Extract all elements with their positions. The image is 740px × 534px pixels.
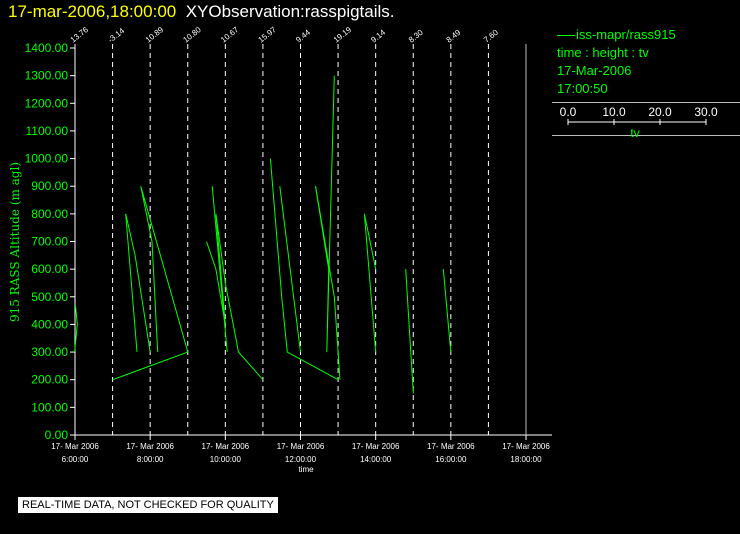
- y-tick-label: 900.00: [31, 179, 68, 193]
- profile-value-label: 10.67: [219, 25, 241, 45]
- profile-value-label: 13.76: [69, 25, 91, 45]
- profile-value-label: 8.30: [407, 28, 425, 45]
- series-line-segment: [279, 186, 301, 353]
- y-tick-label: 1100.00: [26, 124, 69, 138]
- legend-color-scale: 0.0 10.0 20.0 30.0 tv: [560, 105, 718, 139]
- profile-value-label: 7.60: [482, 28, 500, 45]
- series-line-segment: [363, 213, 377, 270]
- x-tick-time: 12:00:00: [285, 455, 317, 464]
- series-line-segment: [442, 269, 452, 353]
- series-line-segment: [363, 213, 377, 353]
- series-lines: [74, 75, 452, 394]
- legend-fields: time : height : tv: [557, 45, 649, 60]
- profile-gridlines: [74, 44, 527, 435]
- y-tick-label: 300.00: [31, 345, 68, 359]
- profile-value-label: 9.44: [294, 28, 312, 45]
- legend-scale-tick-label: 20.0: [648, 105, 672, 119]
- x-tick-date: 17- Mar 2006: [277, 442, 325, 451]
- y-tick-label: 1400.00: [25, 41, 69, 55]
- legend-divider-bottom: [552, 135, 740, 136]
- legend-scale-label: tv: [630, 126, 639, 139]
- y-tick-label: 400.00: [31, 317, 68, 331]
- y-tick-label: 1000.00: [25, 152, 69, 166]
- x-tick-time: 8:00:00: [137, 455, 164, 464]
- x-tick-date: 17- Mar 2006: [51, 442, 99, 451]
- axes: 0.00 100.00 200.00 300.00 400.00 500.00 600.00…: [25, 41, 552, 464]
- legend-scale-tick-label: 10.0: [602, 105, 626, 119]
- series-line-segment: [206, 213, 226, 325]
- legend-divider-top: [552, 102, 740, 103]
- profile-value-label: 15.97: [257, 25, 279, 45]
- series-line-segment: [112, 186, 189, 381]
- quality-disclaimer: REAL-TIME DATA, NOT CHECKED FOR QUALITY: [18, 497, 278, 513]
- series-line-segment: [215, 213, 264, 381]
- legend-line-swatch: [557, 35, 575, 37]
- series-line-segment: [125, 213, 138, 353]
- profile-value-label: 8.49: [445, 28, 463, 45]
- y-tick-label: 600.00: [31, 262, 68, 276]
- series-line-segment: [315, 75, 335, 353]
- legend-scale-ticks: 0.0 10.0 20.0 30.0: [560, 105, 718, 125]
- y-tick-label: 1300.00: [25, 69, 69, 83]
- x-tick-time: 16:00:00: [435, 455, 467, 464]
- x-tick-date: 17- Mar 2006: [427, 442, 475, 451]
- series-line-segment: [269, 158, 339, 381]
- series-line-segment: [74, 305, 78, 353]
- series-line-segment: [211, 186, 228, 353]
- legend-time: 17:00:50: [557, 81, 608, 96]
- x-tick-time: 10:00:00: [210, 455, 242, 464]
- legend-series: iss-mapr/rass915: [552, 26, 740, 44]
- legend-scale-tick-label: 0.0: [560, 105, 577, 119]
- legend-scale-tick-label: 30.0: [694, 105, 718, 119]
- profile-value-label: 10.80: [181, 25, 203, 45]
- x-axis-label: time: [298, 465, 314, 474]
- x-tick-date: 17- Mar 2006: [126, 442, 174, 451]
- title-timestamp: 17-mar-2006,18:00:00: [8, 2, 177, 21]
- y-axis-label: 915 RASS Altitude (m agl): [8, 162, 22, 322]
- legend-date: 17-Mar-2006: [557, 63, 632, 78]
- profile-value-labels: 13.76 -3.14 10.89 10.80 10.67 15.97 9.44 19.19 9…: [69, 25, 501, 45]
- chart-title: 17-mar-2006,18:00:00 XYObservation:rassp…: [8, 2, 395, 22]
- x-tick-date: 17- Mar 2006: [502, 442, 550, 451]
- profile-value-label: 19.19: [332, 25, 354, 45]
- profile-value-label: -3.14: [106, 26, 126, 45]
- profile-value-label: 9.14: [369, 28, 387, 45]
- x-tick-date: 17- Mar 2006: [352, 442, 400, 451]
- title-observation-name: XYObservation:rasspigtails.: [185, 2, 395, 21]
- x-tick-time: 6:00:00: [62, 455, 89, 464]
- legend: iss-mapr/rass915 time : height : tv 17-M…: [552, 26, 740, 139]
- y-tick-label: 200.00: [31, 373, 68, 387]
- x-tick-date: 17- Mar 2006: [202, 442, 250, 451]
- y-tick-label: 1200.00: [25, 96, 69, 110]
- series-line-segment: [405, 269, 414, 394]
- y-tick-label: 500.00: [31, 290, 68, 304]
- legend-series-label: iss-mapr/rass915: [576, 27, 676, 42]
- y-tick-label: 700.00: [31, 235, 68, 249]
- profile-value-label: 10.89: [144, 25, 166, 45]
- y-tick-label: 0.00: [45, 428, 69, 442]
- series-line-segment: [315, 186, 341, 380]
- x-tick-time: 18:00:00: [510, 455, 542, 464]
- y-tick-label: 100.00: [31, 400, 68, 414]
- x-tick-time: 14:00:00: [360, 455, 392, 464]
- series-line-segment: [125, 213, 151, 353]
- y-tick-label: 800.00: [31, 207, 68, 221]
